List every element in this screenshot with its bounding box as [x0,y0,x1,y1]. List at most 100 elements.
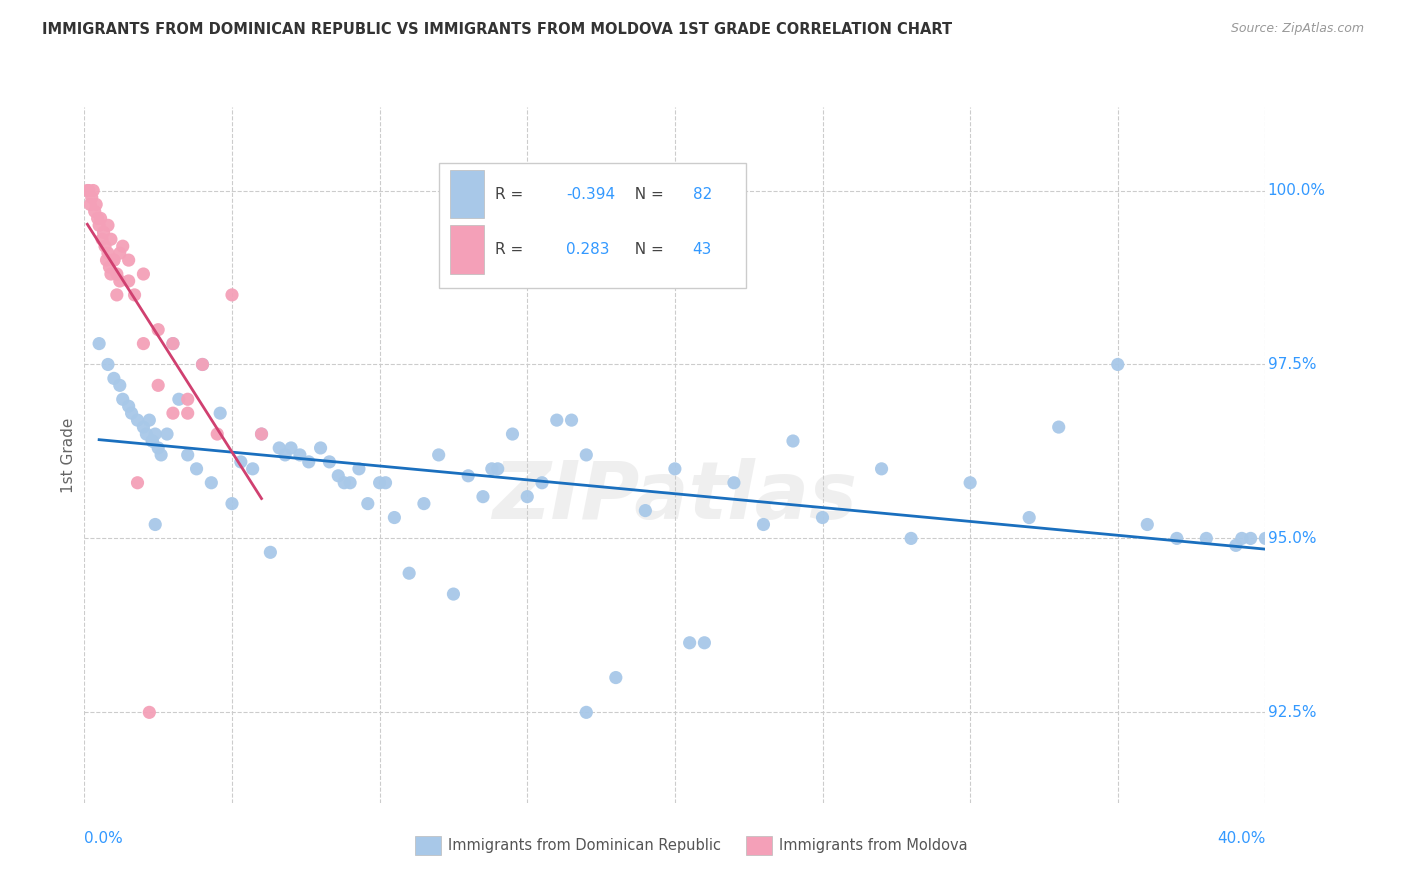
Point [118,253,141,268]
Point [298,455,321,469]
Point [108,246,131,260]
Text: 0.0%: 0.0% [84,830,124,846]
Point [141,434,163,448]
Point [959,475,981,490]
Point [457,468,479,483]
Text: -0.394: -0.394 [567,186,616,202]
Text: N =: N = [626,242,669,257]
FancyBboxPatch shape [450,226,484,274]
Point [91,232,114,246]
Point [481,462,503,476]
Point [357,497,380,511]
Point [135,427,157,442]
Point [118,399,141,413]
Text: IMMIGRANTS FROM DOMINICAN REPUBLIC VS IMMIGRANTS FROM MOLDOVA 1ST GRADE CORRELAT: IMMIGRANTS FROM DOMINICAN REPUBLIC VS IM… [42,22,952,37]
Point [162,406,184,420]
Point [177,392,200,407]
Point [83,204,105,219]
Point [103,253,125,268]
Point [162,336,184,351]
Point [205,427,228,442]
Point [1166,532,1188,546]
Point [105,288,128,302]
Point [167,392,190,407]
Y-axis label: 1st Grade: 1st Grade [60,417,76,492]
Point [111,392,134,407]
Point [132,420,155,434]
Point [274,448,297,462]
Point [782,434,804,448]
Point [1225,538,1247,552]
Point [138,706,160,720]
Point [1018,510,1040,524]
Point [374,475,396,490]
Point [398,566,420,581]
Point [156,427,179,442]
Point [87,336,111,351]
Point [96,253,118,268]
FancyBboxPatch shape [415,836,441,855]
Point [148,378,170,392]
Point [382,510,406,524]
Point [124,288,146,302]
Point [413,497,436,511]
Point [546,413,568,427]
Point [108,378,131,392]
Point [280,441,302,455]
Point [86,211,108,226]
Point [138,413,160,427]
Point [111,239,134,253]
Point [93,225,115,239]
Point [143,427,166,442]
Text: R =: R = [495,186,529,202]
Text: 100.0%: 100.0% [1268,183,1326,198]
Point [150,448,173,462]
Point [309,441,332,455]
Point [143,517,166,532]
Point [105,267,128,281]
Point [221,497,243,511]
Point [148,441,170,455]
Point [141,434,163,448]
Point [97,219,120,233]
FancyBboxPatch shape [745,836,772,855]
Point [1254,532,1277,546]
Point [177,448,200,462]
Point [679,636,702,650]
Point [723,475,745,490]
Text: 82: 82 [693,186,711,202]
Point [82,184,104,198]
Point [1136,517,1159,532]
Point [811,510,834,524]
Point [347,462,370,476]
Point [97,246,120,260]
Point [259,545,281,559]
Point [250,427,273,442]
Point [634,503,657,517]
Point [229,455,252,469]
Point [242,462,264,476]
Point [501,427,523,442]
Point [209,406,232,420]
Point [693,636,716,650]
Point [318,455,340,469]
Point [132,336,155,351]
Text: Source: ZipAtlas.com: Source: ZipAtlas.com [1230,22,1364,36]
Point [103,253,125,268]
Text: ZIPatlas: ZIPatlas [492,458,858,536]
Point [1240,532,1263,546]
Point [1107,358,1129,372]
Point [368,475,391,490]
Point [84,197,107,211]
Text: Immigrants from Dominican Republic: Immigrants from Dominican Republic [449,838,721,853]
FancyBboxPatch shape [439,162,745,288]
FancyBboxPatch shape [450,169,484,219]
Point [560,413,583,427]
Point [97,358,120,372]
Point [250,427,273,442]
Point [162,336,184,351]
Point [486,462,509,476]
Point [605,671,627,685]
Point [441,587,464,601]
Point [76,184,98,198]
